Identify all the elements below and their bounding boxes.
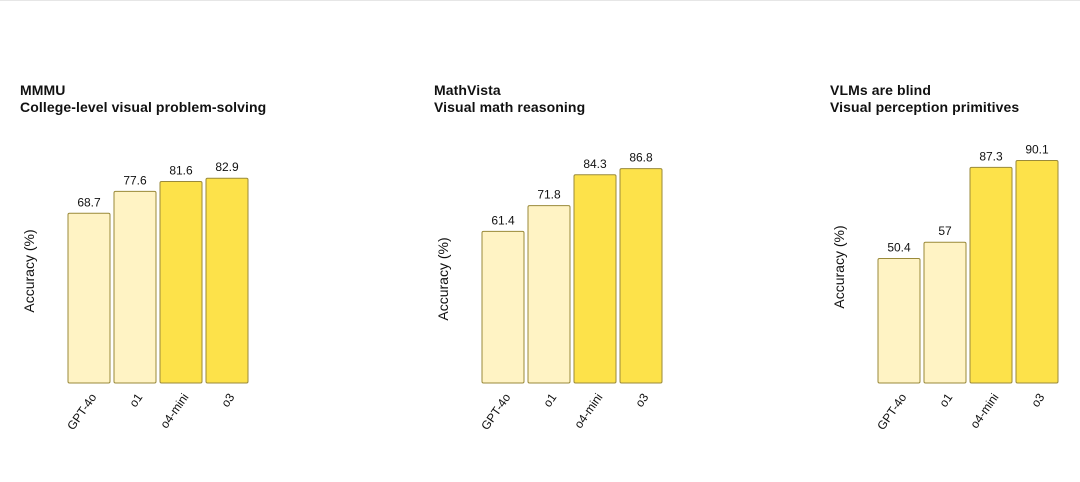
chart-subtitle: Visual perception primitives <box>830 99 1020 115</box>
bar-o4-mini <box>969 166 1013 384</box>
data-label: 82.9 <box>215 160 239 174</box>
bar-o1 <box>527 205 571 384</box>
bar-o3 <box>1015 159 1059 384</box>
x-tick-label: o4-mini <box>571 391 605 431</box>
data-label: 87.3 <box>979 149 1003 163</box>
bar-o4-mini <box>573 174 617 384</box>
x-tick-label: o4-mini <box>157 391 191 431</box>
bar-chart-mathvista: 61.4 GPT-4o 71.8 o1 84.3 o4-mini 86.8 o3 <box>478 151 663 433</box>
chart-subtitle: Visual math reasoning <box>434 99 586 115</box>
chart-title-main: VLMs are blind <box>830 82 931 98</box>
data-label: 71.8 <box>537 188 561 202</box>
chart-title-main: MathVista <box>434 82 501 98</box>
chart-subtitle: College-level visual problem-solving <box>20 99 267 115</box>
bar-o1 <box>923 241 967 384</box>
data-label: 61.4 <box>491 213 515 227</box>
data-label: 90.1 <box>1025 142 1049 156</box>
bar-chart-vlms-blind: 50.4 GPT-4o 57 o1 87.3 o4-mini 90.1 o3 <box>874 142 1059 433</box>
bar-gpt-4o <box>877 258 921 384</box>
x-tick-label: o1 <box>540 390 559 409</box>
data-label: 57 <box>938 224 952 238</box>
x-tick-label: o1 <box>936 390 955 409</box>
x-tick-label: GPT-4o <box>874 390 909 432</box>
chart-title: VLMs are blind Visual perception primiti… <box>830 82 1019 116</box>
bar-chart-mmmu: 68.7 GPT-4o 77.6 o1 81.6 o4-mini 82.9 o3 <box>64 160 249 433</box>
x-tick-label: o3 <box>218 390 237 409</box>
x-tick-label: o1 <box>126 390 145 409</box>
bar-gpt-4o <box>481 230 525 384</box>
data-label: 77.6 <box>123 173 147 187</box>
bar-gpt-4o <box>67 212 111 384</box>
data-label: 68.7 <box>77 195 101 209</box>
chart-panel-mathvista: MathVista Visual math reasoning Accuracy… <box>434 80 764 480</box>
chart-title: MathVista Visual math reasoning <box>434 82 585 116</box>
x-tick-label: o4-mini <box>967 391 1001 431</box>
bar-o1 <box>113 190 157 384</box>
chart-panel-mmmu: MMMU College-level visual problem-solvin… <box>20 80 350 480</box>
chart-panel-vlms-blind: VLMs are blind Visual perception primiti… <box>830 80 1080 480</box>
data-label: 84.3 <box>583 157 607 171</box>
bar-o3 <box>205 177 249 384</box>
x-tick-label: GPT-4o <box>64 390 99 432</box>
chart-title-main: MMMU <box>20 82 66 98</box>
data-label: 86.8 <box>629 151 653 165</box>
data-label: 50.4 <box>887 241 911 255</box>
data-label: 81.6 <box>169 163 193 177</box>
chart-title: MMMU College-level visual problem-solvin… <box>20 82 266 116</box>
x-tick-label: o3 <box>632 390 651 409</box>
x-tick-label: o3 <box>1028 390 1047 409</box>
bar-o3 <box>619 168 663 384</box>
top-divider <box>0 0 1080 1</box>
bar-o4-mini <box>159 180 203 384</box>
x-tick-label: GPT-4o <box>478 390 513 432</box>
